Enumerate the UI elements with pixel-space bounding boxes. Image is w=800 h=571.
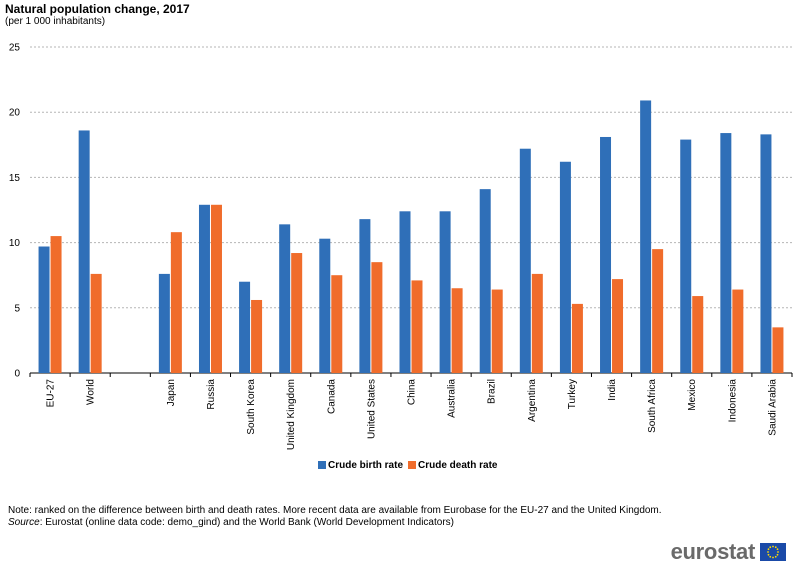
- bar-chart: 0 5 10 15 20 25 EU-27 World Japan Russia South Kor…: [9, 43, 793, 471]
- death-rate-bar: [170, 232, 182, 373]
- source-label: Source: [8, 517, 40, 528]
- chart-subtitle: (per 1 000 inhabitants): [5, 16, 106, 27]
- birth-rate-bar: [600, 136, 612, 373]
- x-tick-label: United States: [366, 379, 377, 439]
- death-rate-bar: [331, 275, 343, 373]
- birth-rate-bar: [640, 100, 652, 374]
- legend: Crude birth rate Crude death rate: [318, 460, 498, 471]
- logo-text: eurostat: [670, 539, 756, 564]
- y-tick-label: 15: [9, 173, 21, 184]
- death-rate-bar: [90, 273, 102, 373]
- legend-birth-label: Crude birth rate: [328, 460, 403, 471]
- y-tick-label: 5: [14, 303, 20, 314]
- death-rate-bar: [491, 289, 503, 373]
- birth-rate-bar: [720, 133, 732, 373]
- death-rate-bar: [371, 262, 383, 373]
- y-tick-label: 0: [14, 369, 20, 380]
- eurostat-logo: eurostat: [671, 539, 786, 565]
- death-rate-bar: [732, 289, 744, 373]
- tick-labels: 0 5 10 15 20 25 EU-27 World Japan Russia South Kor…: [9, 43, 779, 451]
- birth-rate-bar: [239, 281, 251, 373]
- death-rate-bar: [531, 273, 543, 373]
- chart-note: Note: ranked on the difference between b…: [8, 505, 662, 516]
- x-tick-label: Russia: [206, 379, 217, 410]
- birth-rate-bar: [479, 189, 491, 373]
- death-rate-bar: [612, 279, 624, 373]
- death-rate-bar: [50, 236, 62, 373]
- x-tick-label: China: [407, 379, 418, 406]
- birth-rate-bar: [158, 273, 170, 373]
- x-tick-label: Mexico: [687, 379, 698, 411]
- death-rate-bar: [772, 327, 784, 373]
- chart-title: Natural population change, 2017: [5, 2, 190, 16]
- legend-birth-swatch: [318, 461, 326, 469]
- x-tick-label: EU-27: [46, 379, 57, 408]
- birth-rate-bar: [319, 238, 331, 373]
- death-rate-bar: [251, 299, 263, 373]
- birth-rate-bar: [439, 211, 451, 373]
- death-rate-bar: [411, 280, 423, 373]
- death-rate-bar: [571, 303, 583, 373]
- x-tick-label: India: [607, 379, 618, 401]
- legend-death-label: Crude death rate: [418, 460, 498, 471]
- source-text: : Eurostat (online data code: demo_gind)…: [39, 517, 454, 528]
- x-tick-label: Australia: [447, 379, 458, 418]
- death-rate-bar: [210, 204, 222, 373]
- x-tick-label: South Korea: [246, 379, 257, 435]
- birth-rate-bar: [760, 134, 772, 373]
- grid-lines: [30, 46, 792, 309]
- axes: [29, 372, 793, 377]
- birth-rate-bar: [359, 219, 371, 373]
- x-tick-label: South Africa: [647, 379, 658, 433]
- birth-rate-bar: [680, 139, 692, 373]
- birth-rate-bar: [198, 204, 210, 373]
- x-tick-label: Japan: [166, 379, 177, 406]
- birth-rate-bar: [399, 211, 411, 373]
- legend-death-swatch: [408, 461, 416, 469]
- x-tick-label: Saudi Arabia: [767, 379, 778, 436]
- eu-flag-icon: [760, 543, 786, 561]
- birth-rate-bar: [78, 130, 90, 373]
- y-tick-label: 25: [9, 43, 21, 54]
- x-tick-label: United Kingdom: [286, 379, 297, 450]
- bars: [38, 100, 784, 374]
- death-rate-bar: [451, 288, 463, 373]
- death-rate-bar: [652, 249, 664, 373]
- x-tick-label: Argentina: [527, 379, 538, 422]
- birth-rate-bar: [559, 161, 571, 373]
- x-tick-label: Indonesia: [727, 379, 738, 423]
- x-tick-label: World: [86, 379, 97, 405]
- birth-rate-bar: [519, 148, 531, 373]
- x-tick-label: Canada: [326, 379, 337, 414]
- death-rate-bar: [692, 296, 704, 373]
- y-tick-label: 20: [9, 108, 21, 119]
- y-tick-label: 10: [9, 238, 21, 249]
- chart-source: Source: Eurostat (online data code: demo…: [8, 517, 454, 529]
- birth-rate-bar: [279, 224, 291, 373]
- birth-rate-bar: [38, 246, 50, 373]
- x-tick-label: Brazil: [487, 379, 498, 404]
- death-rate-bar: [291, 253, 303, 373]
- x-tick-label: Turkey: [567, 379, 578, 409]
